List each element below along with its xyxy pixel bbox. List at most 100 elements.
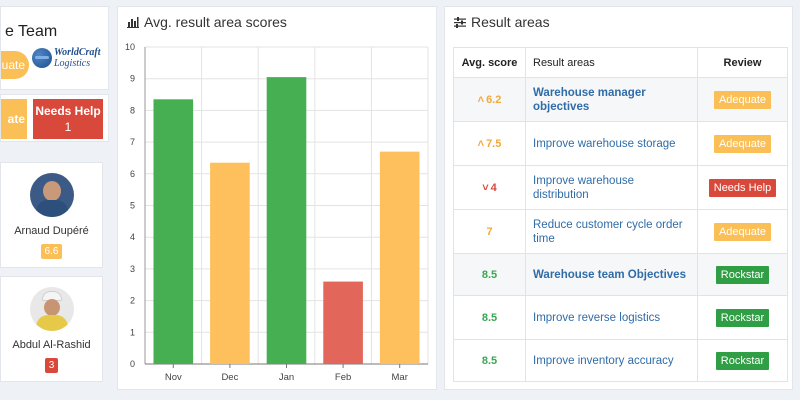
y-tick-label: 4 — [130, 232, 135, 242]
person-name: Arnaud Dupéré — [14, 225, 89, 237]
person-score-badge: 6.6 — [40, 244, 63, 259]
row-result-area-link[interactable]: Warehouse team Objectives — [525, 253, 698, 296]
row-result-area-link[interactable]: Improve reverse logistics — [525, 295, 698, 340]
table-header-row: Avg. score Result areas Review — [453, 47, 788, 78]
y-tick-label: 5 — [130, 201, 135, 211]
table-row[interactable]: 8.5 Improve reverse logistics Rockstar — [453, 295, 788, 340]
header-review[interactable]: Review — [697, 47, 788, 78]
bar-chart-icon — [127, 16, 139, 28]
result-areas-panel: Result areas Avg. score Result areas Rev… — [444, 6, 793, 390]
row-review: Rockstar — [697, 295, 788, 340]
row-result-area-link[interactable]: Warehouse manager objectives — [525, 77, 698, 122]
review-badge[interactable]: Adequate — [713, 90, 772, 109]
person-card[interactable]: Arnaud Dupéré 6.6 — [0, 162, 103, 268]
x-tick-label: Jan — [279, 372, 294, 383]
row-score-value: 8.5 — [481, 311, 498, 324]
row-result-area-link[interactable]: Improve inventory accuracy — [525, 339, 698, 382]
logo-text-line1: WorldCraft — [54, 47, 101, 58]
y-tick-label: 2 — [130, 296, 135, 306]
status-panel: ate Needs Help 1 — [0, 94, 109, 142]
y-tick-label: 8 — [130, 105, 135, 115]
row-review: Rockstar — [697, 339, 788, 382]
row-score-value: 4 — [490, 181, 497, 194]
table-row[interactable]: ˅ 4 Improve warehouse distribution Needs He… — [453, 165, 788, 210]
bar-dec — [210, 162, 250, 364]
bar-jan — [266, 77, 307, 365]
row-avg-score: ˄ 6.2 — [453, 77, 526, 122]
review-badge[interactable]: Rockstar — [715, 308, 770, 327]
row-review: Adequate — [697, 121, 788, 166]
x-tick-label: Nov — [165, 372, 182, 383]
table-row[interactable]: 7 Reduce customer cycle order time Adequat… — [453, 209, 788, 254]
table-row[interactable]: ˄ 6.2 Warehouse manager objectives Adequate — [453, 77, 788, 122]
row-result-area-link[interactable]: Improve warehouse storage — [525, 121, 698, 166]
bar-chart: 0 1 2 3 4 5 6 7 8 9 10 Nov Dec Jan Feb Mar — [125, 42, 429, 383]
team-status-pill[interactable]: uate — [1, 51, 29, 79]
person-score-badge: 3 — [44, 358, 59, 373]
row-avg-score: 8.5 — [453, 295, 526, 340]
row-review: Adequate — [697, 77, 788, 122]
person-card[interactable]: Abdul Al-Rashid 3 — [0, 276, 103, 382]
y-tick-label: 9 — [130, 74, 135, 84]
y-tick-label: 7 — [130, 137, 135, 147]
table-title-text: Result areas — [471, 14, 550, 30]
status-adequate-tile[interactable]: ate — [1, 99, 27, 139]
needs-help-count: 1 — [64, 120, 72, 134]
bar-nov — [153, 99, 194, 365]
x-tick-label: Dec — [221, 372, 238, 383]
header-avg-score[interactable]: Avg. score — [453, 47, 526, 78]
row-avg-score: ˅ 4 — [453, 165, 526, 210]
review-badge[interactable]: Needs Help — [708, 178, 777, 197]
table-row[interactable]: 8.5 Improve inventory accuracy Rockstar — [453, 339, 788, 382]
bar-feb — [323, 281, 363, 364]
sliders-icon — [454, 16, 466, 28]
y-tick-label: 1 — [130, 327, 135, 337]
row-avg-score: 8.5 — [453, 253, 526, 296]
review-badge[interactable]: Rockstar — [715, 351, 770, 370]
row-result-area-link[interactable]: Improve warehouse distribution — [525, 165, 698, 210]
chart-panel-title: Avg. result area scores — [127, 14, 287, 30]
table-row[interactable]: 8.5 Warehouse team Objectives Rockstar — [453, 253, 788, 296]
row-score-value: 8.5 — [481, 268, 498, 281]
table-row[interactable]: ˄ 7.5 Improve warehouse storage Adequate — [453, 121, 788, 166]
team-panel: e Team uate WorldCraft Logistics — [0, 6, 109, 90]
needs-help-label: Needs Help — [35, 104, 101, 118]
chart-title-text: Avg. result area scores — [144, 14, 287, 30]
people-panel: Arnaud Dupéré 6.6 Abdul Al-Rashid 3 — [0, 148, 109, 390]
double-chevron-up-icon: ˄ — [477, 93, 485, 106]
avatar — [29, 173, 74, 217]
company-logo: WorldCraft Logistics — [32, 47, 108, 71]
y-tick-label: 6 — [130, 169, 135, 179]
review-badge[interactable]: Adequate — [713, 222, 772, 241]
row-review: Adequate — [697, 209, 788, 254]
bar-mar — [379, 151, 420, 364]
row-avg-score: ˄ 7.5 — [453, 121, 526, 166]
avatar — [29, 287, 74, 331]
review-badge[interactable]: Rockstar — [715, 265, 770, 284]
review-badge[interactable]: Adequate — [713, 134, 772, 153]
globe-icon — [32, 48, 52, 68]
row-review: Rockstar — [697, 253, 788, 296]
logo-text-line2: Logistics — [54, 58, 91, 69]
row-avg-score: 8.5 — [453, 339, 526, 382]
status-needs-help-tile[interactable]: Needs Help 1 — [33, 99, 103, 139]
x-tick-label: Mar — [392, 372, 408, 383]
row-score-value: 7.5 — [486, 137, 502, 150]
table-panel-title: Result areas — [454, 14, 550, 30]
y-tick-label: 3 — [130, 264, 135, 274]
row-avg-score: 7 — [453, 209, 526, 254]
team-title: e Team — [5, 23, 58, 40]
row-result-area-link[interactable]: Reduce customer cycle order time — [525, 209, 698, 254]
row-score-value: 8.5 — [481, 354, 498, 367]
y-tick-label: 10 — [125, 42, 135, 52]
header-result-areas[interactable]: Result areas — [525, 47, 698, 78]
row-score-value: 6.2 — [486, 93, 502, 106]
result-areas-table: Avg. score Result areas Review ˄ 6.2 Wareh… — [453, 47, 788, 382]
double-chevron-down-icon: ˅ — [482, 181, 489, 194]
x-tick-label: Feb — [335, 372, 351, 383]
chart-panel: 0 1 2 3 4 5 6 7 8 9 10 Nov Dec Jan Feb Mar Avg. result … — [117, 6, 437, 390]
row-review: Needs Help — [697, 165, 788, 210]
double-chevron-up-icon: ˄ — [477, 137, 485, 150]
row-score-value: 7 — [486, 225, 493, 238]
person-name: Abdul Al-Rashid — [12, 339, 91, 351]
